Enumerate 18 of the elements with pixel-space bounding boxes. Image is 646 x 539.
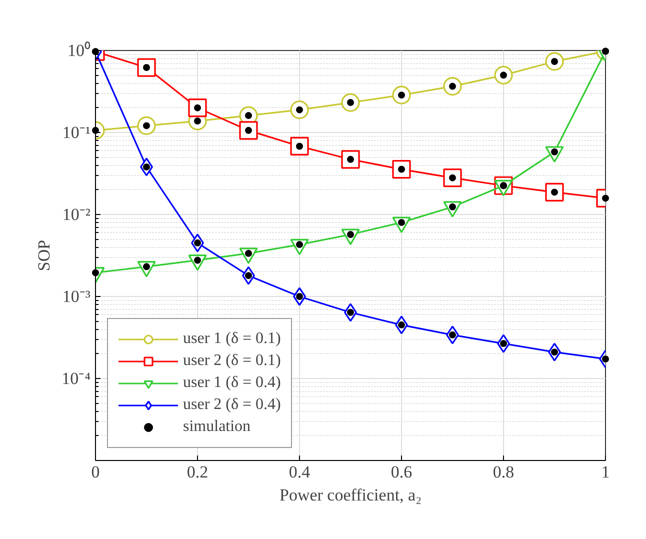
- legend-label: user 1 (δ = 0.4): [183, 374, 281, 392]
- legend-label: user 2 (δ = 0.4): [183, 396, 281, 414]
- legend-label: user 2 (δ = 0.1): [183, 352, 281, 370]
- y-tick-label: 10⁻²: [62, 205, 91, 224]
- x-tick-label: 0.8: [492, 462, 514, 482]
- x-tick-label: 0.6: [390, 462, 412, 482]
- x-axis-title: Power coefficient, a₂: [279, 486, 422, 504]
- x-tick-label: 0.4: [288, 462, 311, 482]
- legend-label: user 1 (δ = 0.1): [183, 330, 281, 348]
- y-axis-title: SOP: [34, 240, 54, 272]
- x-tick-label: 0.2: [186, 462, 208, 482]
- y-tick-label: 10⁰: [68, 41, 90, 60]
- x-tick-label: 1: [601, 462, 610, 482]
- x-tick-label: 0: [91, 462, 100, 482]
- legend-label: simulation: [183, 418, 251, 436]
- y-tick-label: 10⁻¹: [62, 123, 91, 142]
- y-tick-label: 10⁻⁴: [62, 369, 91, 388]
- y-tick-label: 10⁻³: [62, 287, 91, 306]
